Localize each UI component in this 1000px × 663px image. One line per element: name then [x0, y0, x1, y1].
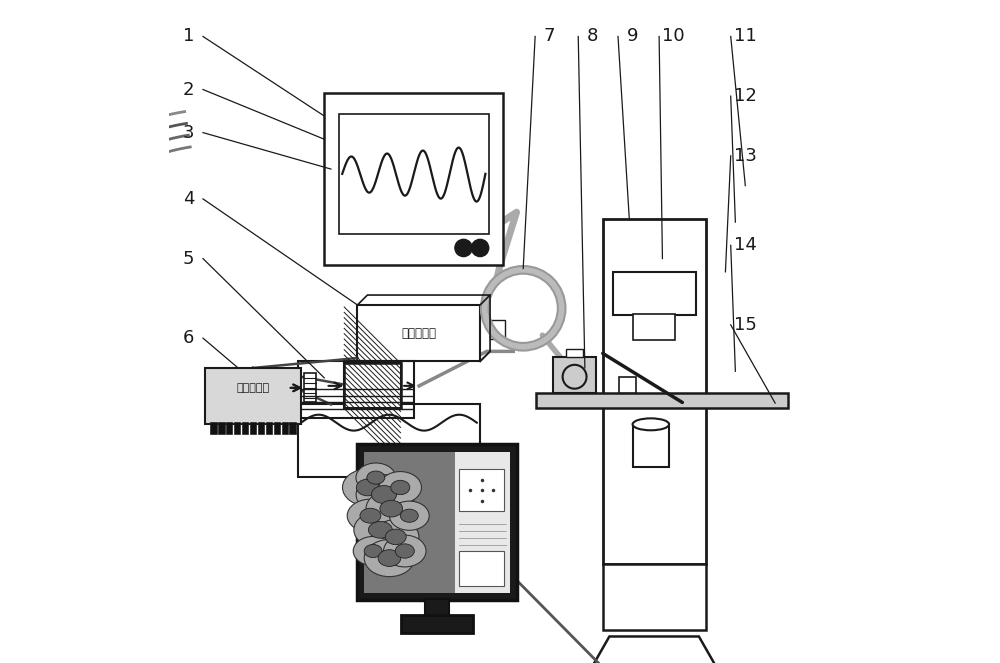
Ellipse shape	[633, 418, 669, 430]
Ellipse shape	[356, 463, 396, 492]
FancyBboxPatch shape	[205, 368, 301, 424]
Text: 14: 14	[734, 236, 757, 255]
Ellipse shape	[356, 475, 412, 514]
Text: 8: 8	[587, 27, 599, 46]
Text: 15: 15	[734, 316, 757, 334]
FancyBboxPatch shape	[536, 393, 788, 408]
Ellipse shape	[367, 471, 385, 484]
Ellipse shape	[379, 471, 421, 503]
Ellipse shape	[356, 479, 379, 496]
FancyBboxPatch shape	[603, 219, 706, 564]
FancyBboxPatch shape	[603, 564, 706, 630]
FancyBboxPatch shape	[242, 422, 248, 434]
Text: 4: 4	[183, 190, 194, 208]
Polygon shape	[583, 636, 725, 663]
FancyBboxPatch shape	[324, 93, 503, 265]
FancyBboxPatch shape	[357, 305, 480, 361]
FancyBboxPatch shape	[357, 444, 517, 600]
Ellipse shape	[378, 550, 401, 566]
FancyBboxPatch shape	[566, 349, 583, 357]
FancyBboxPatch shape	[619, 377, 636, 393]
Ellipse shape	[343, 469, 393, 506]
FancyBboxPatch shape	[289, 422, 296, 434]
FancyBboxPatch shape	[250, 422, 256, 434]
FancyBboxPatch shape	[210, 422, 217, 434]
FancyBboxPatch shape	[274, 422, 280, 434]
FancyBboxPatch shape	[425, 599, 449, 619]
Ellipse shape	[368, 522, 392, 538]
Text: 数据采集卡: 数据采集卡	[236, 383, 270, 392]
Ellipse shape	[380, 501, 403, 517]
Text: 12: 12	[734, 87, 757, 105]
FancyBboxPatch shape	[455, 452, 510, 593]
Text: 9: 9	[627, 27, 638, 46]
FancyBboxPatch shape	[364, 452, 455, 593]
FancyBboxPatch shape	[258, 422, 264, 434]
Ellipse shape	[384, 535, 426, 567]
FancyBboxPatch shape	[304, 373, 316, 402]
Ellipse shape	[366, 490, 416, 527]
Ellipse shape	[364, 540, 415, 577]
Circle shape	[455, 239, 472, 257]
FancyBboxPatch shape	[298, 404, 480, 477]
Ellipse shape	[347, 499, 394, 532]
Text: 步进电机（注射泵）: 步进电机（注射泵）	[359, 452, 419, 462]
Ellipse shape	[354, 511, 407, 548]
Ellipse shape	[391, 480, 410, 495]
FancyBboxPatch shape	[553, 357, 596, 393]
FancyBboxPatch shape	[218, 422, 225, 434]
FancyBboxPatch shape	[490, 320, 505, 339]
FancyBboxPatch shape	[266, 422, 272, 434]
FancyBboxPatch shape	[401, 615, 473, 633]
FancyBboxPatch shape	[226, 422, 232, 434]
FancyBboxPatch shape	[344, 363, 401, 408]
Text: 7: 7	[544, 27, 555, 46]
Ellipse shape	[353, 536, 393, 566]
Text: 5: 5	[183, 249, 194, 268]
FancyBboxPatch shape	[633, 424, 669, 467]
Text: 2: 2	[183, 80, 194, 99]
FancyBboxPatch shape	[459, 469, 504, 511]
FancyBboxPatch shape	[613, 272, 696, 315]
Text: 3: 3	[183, 123, 194, 142]
Ellipse shape	[360, 509, 381, 523]
FancyBboxPatch shape	[633, 314, 675, 340]
Text: 6: 6	[183, 329, 194, 347]
Text: 1: 1	[183, 27, 194, 46]
Ellipse shape	[385, 529, 406, 545]
Text: 10: 10	[662, 27, 685, 46]
FancyBboxPatch shape	[459, 551, 504, 586]
Ellipse shape	[389, 501, 429, 530]
Text: 13: 13	[734, 147, 757, 165]
Ellipse shape	[395, 544, 414, 558]
Ellipse shape	[364, 544, 382, 558]
FancyBboxPatch shape	[282, 422, 288, 434]
Ellipse shape	[373, 520, 419, 554]
FancyBboxPatch shape	[234, 422, 240, 434]
Ellipse shape	[371, 485, 397, 503]
Text: 压强传感器: 压强传感器	[401, 327, 436, 339]
Text: 11: 11	[734, 27, 757, 46]
Circle shape	[471, 239, 489, 257]
Ellipse shape	[400, 509, 418, 522]
